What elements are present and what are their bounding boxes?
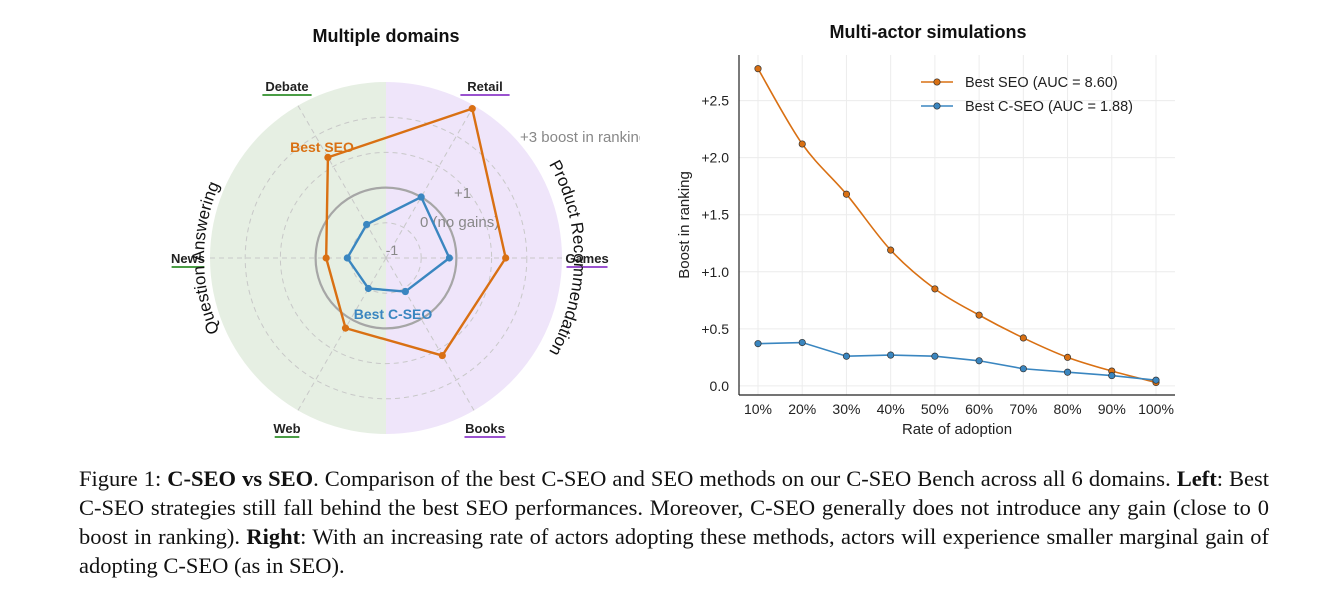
x-tick-label: 50% bbox=[921, 401, 949, 417]
radar-point bbox=[502, 254, 510, 262]
caption-right-label: Right bbox=[246, 524, 301, 549]
radar-axis-label-books: Books bbox=[465, 421, 505, 436]
radar-axis-label-games: Games bbox=[565, 251, 608, 266]
radar-bg-left bbox=[210, 82, 386, 434]
figure: Multiple domains -1 0 (no gains) +1 +3 boost… bbox=[171, 22, 1175, 438]
x-axis-label: Rate of adoption bbox=[902, 421, 1012, 438]
line-point bbox=[931, 285, 939, 293]
x-tick-label: 70% bbox=[1009, 401, 1037, 417]
caption-figure-label: Figure 1: bbox=[79, 466, 168, 491]
line-point bbox=[1064, 353, 1072, 361]
radar-bg-right bbox=[386, 82, 562, 434]
line-point bbox=[842, 352, 850, 360]
line-point bbox=[975, 357, 983, 365]
line-point bbox=[798, 140, 806, 148]
radar-point bbox=[468, 105, 476, 113]
figure-caption: Figure 1: C-SEO vs SEO. Comparison of th… bbox=[79, 464, 1269, 580]
radar-title: Multiple domains bbox=[312, 26, 459, 46]
line-point bbox=[754, 65, 762, 73]
caption-text-3: : With an increasing rate of actors adop… bbox=[79, 524, 1270, 578]
legend-marker bbox=[933, 78, 941, 86]
legend-label-best-cseo: Best C-SEO (AUC = 1.88) bbox=[965, 99, 1133, 115]
radar-spoke bbox=[297, 105, 387, 259]
y-tick-label: +1.5 bbox=[701, 207, 729, 223]
radar-grid-ring bbox=[244, 116, 528, 400]
caption-left-label: Left bbox=[1176, 466, 1217, 491]
x-tick-label: 20% bbox=[788, 401, 816, 417]
line-point bbox=[842, 190, 850, 198]
radar-point bbox=[438, 351, 446, 360]
caption-text-2: : Best C-SEO strategies still fall behin… bbox=[79, 466, 1269, 549]
x-tick-label: 90% bbox=[1098, 401, 1126, 417]
radar-axis-label-debate: Debate bbox=[265, 79, 308, 94]
radar-zero-ring bbox=[314, 186, 458, 330]
x-tick-label: 40% bbox=[877, 401, 905, 417]
line-chart: Multi-actor simulations 0.0 +0.5 +1.0 +1.5 +2… bbox=[676, 22, 1175, 438]
x-tick-label: 30% bbox=[832, 401, 860, 417]
x-tick-label: 60% bbox=[965, 401, 993, 417]
x-tick-label: 10% bbox=[744, 401, 772, 417]
line-point bbox=[975, 311, 983, 319]
radar-spoke bbox=[385, 257, 475, 411]
radar-axis-label-web: Web bbox=[273, 421, 300, 436]
radar-point bbox=[363, 220, 371, 229]
line-point bbox=[1019, 334, 1027, 342]
radar-ring-label: -1 bbox=[386, 242, 399, 258]
radar-axis-label-retail: Retail bbox=[467, 79, 502, 94]
x-tick-label: 80% bbox=[1054, 401, 1082, 417]
y-tick-label: +2.0 bbox=[701, 150, 729, 166]
radar-point bbox=[445, 254, 453, 262]
caption-title: C-SEO vs SEO bbox=[167, 466, 314, 491]
legend-label-best-seo: Best SEO (AUC = 8.60) bbox=[965, 75, 1118, 91]
radar-ring-label: +3 boost in ranking bbox=[520, 129, 640, 146]
line-point bbox=[754, 340, 762, 348]
legend-marker bbox=[933, 102, 941, 110]
y-axis-label: Boost in ranking bbox=[676, 171, 693, 279]
line-point bbox=[1108, 372, 1116, 380]
radar-spoke bbox=[385, 105, 475, 259]
line-point bbox=[798, 338, 806, 347]
x-tick-label: 100% bbox=[1138, 401, 1174, 417]
radar-chart: Multiple domains -1 0 (no gains) +1 +3 boost… bbox=[171, 26, 640, 438]
caption-text-1: . Comparison of the best C-SEO and SEO m… bbox=[313, 466, 1177, 491]
line-point bbox=[887, 246, 895, 254]
radar-point bbox=[343, 254, 351, 262]
radar-point bbox=[341, 324, 350, 332]
radar-point bbox=[401, 287, 409, 296]
line-series-best-cseo bbox=[757, 341, 1157, 381]
radar-series-label-best-seo: Best SEO bbox=[290, 139, 354, 155]
y-tick-label: +1.0 bbox=[701, 264, 729, 280]
radar-point bbox=[364, 284, 372, 293]
line-chart-title: Multi-actor simulations bbox=[829, 22, 1026, 42]
y-tick-label: +0.5 bbox=[701, 321, 729, 337]
line-point bbox=[887, 351, 895, 359]
radar-ring-label: +1 bbox=[454, 185, 471, 202]
radar-grid-ring bbox=[279, 151, 493, 365]
radar-ring-label: 0 (no gains) bbox=[420, 214, 499, 231]
line-point bbox=[1064, 368, 1072, 376]
radar-axis-label-news: News bbox=[171, 251, 205, 266]
line-series-best-seo bbox=[757, 68, 1157, 384]
y-tick-label: 0.0 bbox=[710, 378, 730, 394]
radar-series-label-best-cseo: Best C-SEO bbox=[354, 306, 433, 322]
radar-spoke bbox=[297, 257, 387, 411]
radar-point bbox=[324, 153, 332, 162]
radar-point bbox=[417, 193, 425, 201]
y-tick-label: +2.5 bbox=[701, 93, 729, 109]
line-point bbox=[1152, 376, 1160, 384]
line-point bbox=[931, 352, 939, 360]
radar-point bbox=[322, 254, 330, 262]
line-point bbox=[1019, 365, 1027, 373]
